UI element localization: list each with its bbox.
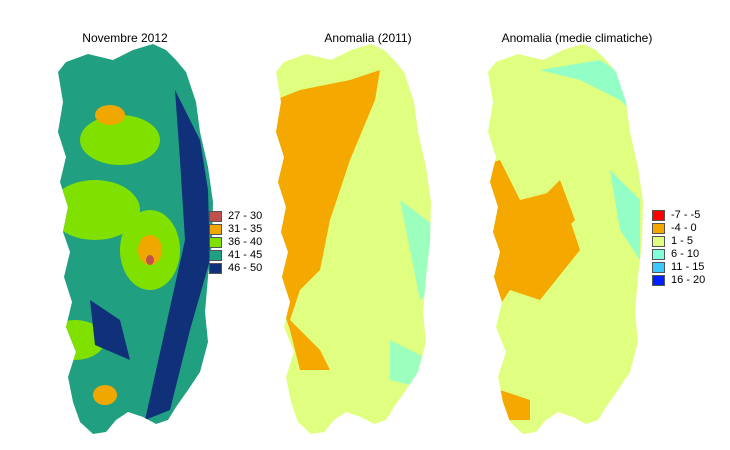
legend-anomaly-label: 16 - 20 xyxy=(671,274,706,286)
map-title-november-2012: Novembre 2012 xyxy=(82,31,168,45)
legend-anomaly-item: 1 - 5 xyxy=(652,235,705,248)
legend-anomaly-label: 6 - 10 xyxy=(671,248,700,260)
legend-anomaly-swatch xyxy=(652,275,665,286)
legend-main-item: 41 - 45 xyxy=(209,249,262,262)
legend-anomaly-item: 6 - 10 xyxy=(652,248,705,261)
legend-main-label: 36 - 40 xyxy=(228,236,263,248)
legend-anomaly-label: 1 - 5 xyxy=(671,235,694,247)
map-november-2012 xyxy=(58,44,213,434)
legend-anomaly-label: -4 - 0 xyxy=(671,222,697,234)
legend-main-swatch xyxy=(209,237,222,248)
legend-main-label: 46 - 50 xyxy=(228,262,263,274)
map-title-anomaly-climatic: Anomalia (medie climatiche) xyxy=(501,31,653,45)
legend-anomaly-item: -7 - -5 xyxy=(652,209,705,222)
map-anomaly-climatic xyxy=(488,44,643,434)
legend-main-label: 41 - 45 xyxy=(228,249,263,261)
map-anomaly-2011 xyxy=(276,44,431,434)
legend-main: 27 - 30 31 - 35 36 - 40 41 - 45 46 - 50 xyxy=(209,210,262,275)
legend-main-swatch xyxy=(209,224,222,235)
legend-anomaly-swatch xyxy=(652,210,665,221)
legend-anomaly-label: -7 - -5 xyxy=(671,209,701,221)
legend-main-swatch xyxy=(209,211,222,222)
legend-anomaly-swatch xyxy=(652,249,665,260)
legend-anomaly-swatch xyxy=(652,236,665,247)
legend-main-item: 36 - 40 xyxy=(209,236,262,249)
legend-main-item: 31 - 35 xyxy=(209,223,262,236)
legend-main-swatch xyxy=(209,250,222,261)
map-title-anomaly-2011: Anomalia (2011) xyxy=(324,31,412,45)
legend-anomaly-swatch xyxy=(652,262,665,273)
legend-anomaly-item: -4 - 0 xyxy=(652,222,705,235)
legend-main-item: 46 - 50 xyxy=(209,262,262,275)
legend-anomaly-label: 11 - 15 xyxy=(671,261,705,273)
legend-main-item: 27 - 30 xyxy=(209,210,262,223)
legend-anomaly-item: 16 - 20 xyxy=(652,274,705,287)
legend-main-label: 27 - 30 xyxy=(228,210,263,222)
legend-anomaly-item: 11 - 15 xyxy=(652,261,705,274)
legend-anomaly-swatch xyxy=(652,223,665,234)
legend-main-swatch xyxy=(209,263,222,274)
legend-main-label: 31 - 35 xyxy=(228,223,263,235)
